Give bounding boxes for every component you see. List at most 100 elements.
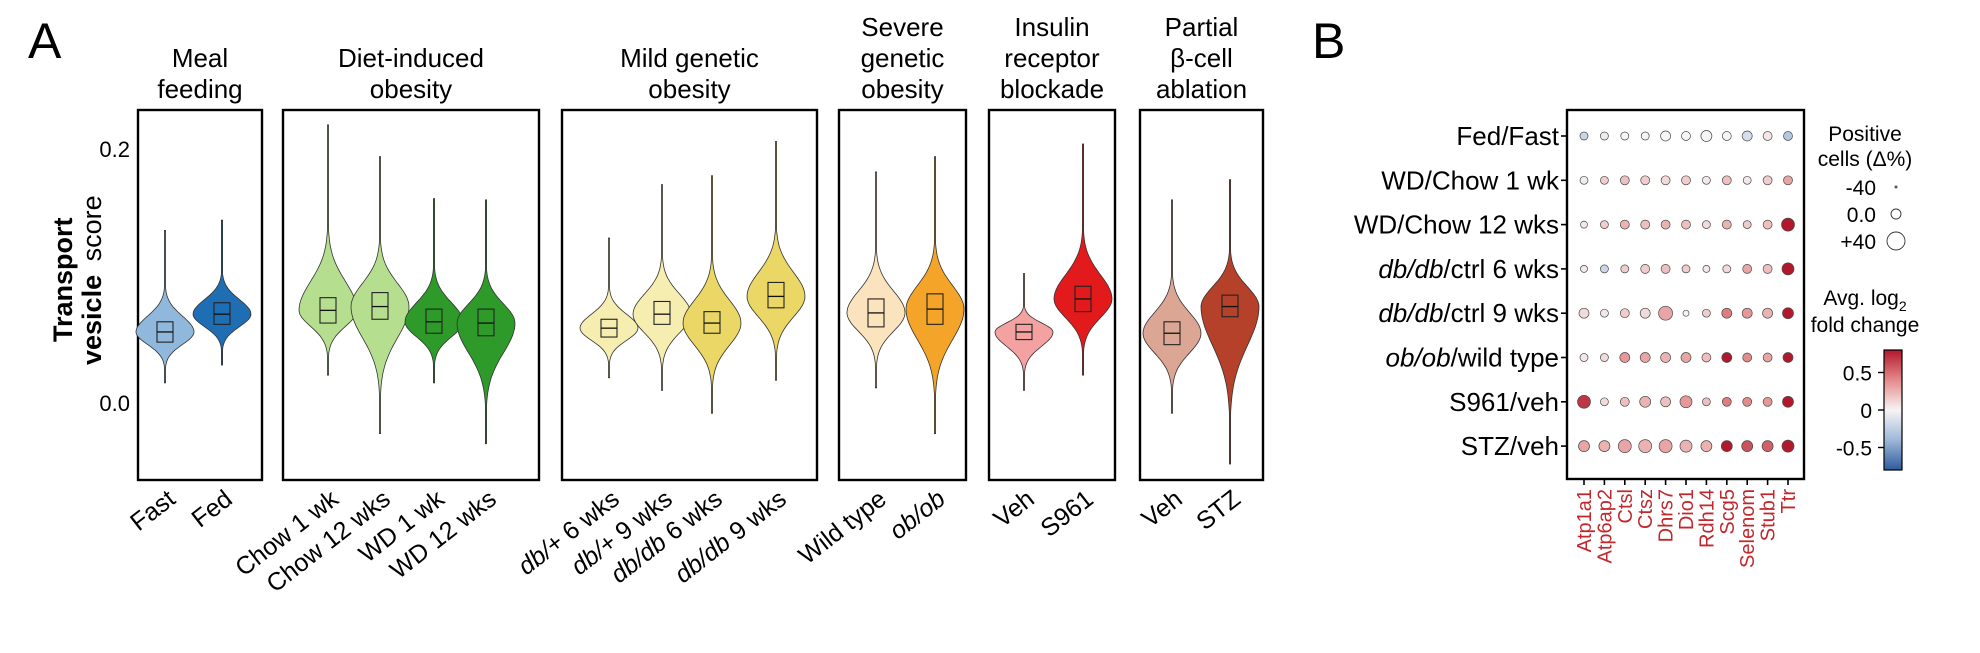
row-label-wd-chow-1-wk: WD/Chow 1 wk — [1381, 165, 1560, 195]
category-label-s961: S961 — [1035, 485, 1098, 543]
dot-db-db-ctrl-6-wks-selenom — [1742, 264, 1753, 274]
category-label-veh: Veh — [988, 485, 1039, 534]
group-frame — [136, 108, 264, 482]
violin-db-db-6-wks — [682, 175, 742, 414]
dot-ob-ob-wild-type-ctsz — [1639, 352, 1651, 363]
dot-ob-ob-wild-type-atp1a1 — [1579, 353, 1589, 362]
category-label-fast: Fast — [125, 485, 181, 537]
size-legend-title-1: Positive — [1828, 123, 1902, 146]
dot-db-db-ctrl-9-wks-selenom — [1741, 307, 1753, 319]
gene-label-ctsz: Ctsz — [1635, 489, 1657, 529]
dot-wd-chow-1-wk-stub1 — [1762, 175, 1773, 186]
dot-ob-ob-wild-type-ttr — [1782, 352, 1794, 363]
gene-label-dio1: Dio1 — [1676, 489, 1698, 530]
dot-db-db-ctrl-6-wks-atp1a1 — [1580, 265, 1588, 273]
dot-s961-veh-atp6ap2 — [1600, 397, 1609, 407]
colorbar-tick-label: 0.5 — [1843, 363, 1872, 386]
dot-db-db-ctrl-6-wks-ctsz — [1640, 264, 1651, 274]
dot-db-db-ctrl-9-wks-atp6ap2 — [1600, 308, 1609, 318]
dot-db-db-ctrl-9-wks-ctsz — [1639, 307, 1651, 319]
color-legend-title-2: fold change — [1811, 314, 1920, 337]
row-label-db-db-ctrl-9-wks: db/db/ctrl 9 wks — [1378, 298, 1559, 328]
dot-wd-chow-12-wks-ttr — [1781, 217, 1795, 232]
dot-db-db-ctrl-6-wks-atp6ap2 — [1600, 264, 1609, 274]
dot-db-db-ctrl-6-wks-ctsl — [1620, 264, 1630, 274]
group-frame — [1138, 108, 1265, 482]
dot-wd-chow-12-wks-atp6ap2 — [1600, 220, 1609, 229]
panel-b-letter: B — [1312, 13, 1345, 69]
dot-db-db-ctrl-6-wks-dhrs7 — [1660, 264, 1671, 274]
gene-label-ctsl: Ctsl — [1615, 489, 1637, 523]
dot-db-db-ctrl-6-wks-scg5 — [1722, 264, 1732, 274]
dot-ob-ob-wild-type-dio1 — [1680, 352, 1692, 363]
gene-label-stub1: Stub1 — [1758, 489, 1780, 541]
dot-wd-chow-12-wks-dio1 — [1681, 219, 1691, 230]
group-title-line: genetic — [861, 43, 945, 73]
dot-stz-veh-scg5 — [1720, 440, 1733, 452]
dot-stz-veh-atp6ap2 — [1598, 440, 1611, 452]
size-legend-label-40: -40 — [1846, 177, 1876, 200]
group-title-line: Partial — [1165, 12, 1239, 42]
dot-db-db-ctrl-9-wks-rdh14 — [1702, 308, 1711, 318]
dot-stz-veh-dhrs7 — [1658, 439, 1673, 453]
dot-db-db-ctrl-6-wks-dio1 — [1681, 264, 1691, 274]
y-axis-label-line2: vesicle score — [77, 195, 107, 365]
dot-db-db-ctrl-9-wks-ttr — [1782, 307, 1794, 320]
y-axis-label-rest: score — [77, 195, 107, 261]
size-legend-items: -40 0.0 +40 — [1840, 177, 1906, 254]
category-label-wild-type: Wild type — [793, 485, 891, 570]
violin-wd-1-wk — [404, 198, 464, 384]
dot-wd-chow-1-wk-scg5 — [1721, 175, 1732, 186]
dot-db-db-ctrl-9-wks-ctsl — [1619, 308, 1630, 319]
color-legend-title-1: Avg. log2 — [1823, 287, 1907, 314]
row-label-s961-veh: S961/veh — [1449, 387, 1559, 417]
dot-ob-ob-wild-type-atp6ap2 — [1600, 353, 1609, 362]
dot-stz-veh-ttr — [1781, 439, 1795, 453]
y-tick-label-0.2: 0.2 — [99, 137, 130, 162]
violin-db-9-wks — [632, 184, 692, 391]
size-legend-label-0-0: 0.0 — [1847, 204, 1876, 227]
row-label-wd-chow-12-wks: WD/Chow 12 wks — [1354, 210, 1559, 240]
row-label-rest: /ctrl 6 wks — [1443, 254, 1559, 284]
dot-ob-ob-wild-type-rdh14 — [1701, 352, 1712, 363]
color-legend: Avg. log2 fold change 0.5 0 -0.5 — [1811, 287, 1920, 471]
category-label-fed: Fed — [186, 485, 237, 534]
dot-wd-chow-1-wk-atp6ap2 — [1600, 175, 1609, 185]
dot-s961-veh-ctsl — [1619, 396, 1630, 407]
colorbar-tick-label: 0 — [1860, 400, 1872, 423]
group-title-line: β-cell — [1170, 43, 1233, 73]
dot-stz-veh-dio1 — [1679, 439, 1693, 453]
group-frame — [987, 108, 1117, 482]
violin-ob-ob — [905, 156, 965, 434]
dot-stz-veh-selenom — [1741, 440, 1754, 452]
dot-wd-chow-12-wks-stub1 — [1762, 219, 1773, 230]
dot-s961-veh-selenom — [1742, 396, 1753, 407]
dot-wd-chow-12-wks-ctsl — [1619, 219, 1630, 230]
dot-wd-chow-12-wks-atp1a1 — [1580, 220, 1588, 229]
violin-fed — [192, 219, 252, 366]
dot-wd-chow-12-wks-rdh14 — [1702, 220, 1711, 229]
group-title-line: receptor — [1004, 43, 1100, 73]
dot-wd-chow-1-wk-rdh14 — [1702, 175, 1711, 185]
dot-s961-veh-stub1 — [1762, 396, 1773, 407]
dotplot-frame — [1565, 108, 1806, 481]
gene-label-selenom: Selenom — [1737, 489, 1759, 568]
category-label-italic: ob/ob — [884, 485, 951, 546]
dot-fed-fast-scg5 — [1721, 131, 1732, 141]
dot-wd-chow-1-wk-selenom — [1742, 175, 1752, 185]
dot-db-db-ctrl-9-wks-dio1 — [1682, 309, 1690, 317]
row-label-ob-ob-wild-type: ob/ob/wild type — [1386, 343, 1559, 373]
dot-fed-fast-atp1a1 — [1579, 131, 1589, 141]
dot-db-db-ctrl-9-wks-dhrs7 — [1658, 305, 1673, 321]
dot-wd-chow-12-wks-ctsz — [1640, 219, 1651, 230]
group-title-line: blockade — [1000, 74, 1104, 104]
dot-db-db-ctrl-9-wks-atp1a1 — [1578, 307, 1590, 319]
dot-s961-veh-ctsz — [1639, 395, 1652, 408]
row-label-rest: /wild type — [1451, 343, 1559, 373]
colorbar — [1883, 349, 1903, 471]
size-legend-dot — [1886, 231, 1906, 251]
violin-fast — [135, 230, 195, 384]
